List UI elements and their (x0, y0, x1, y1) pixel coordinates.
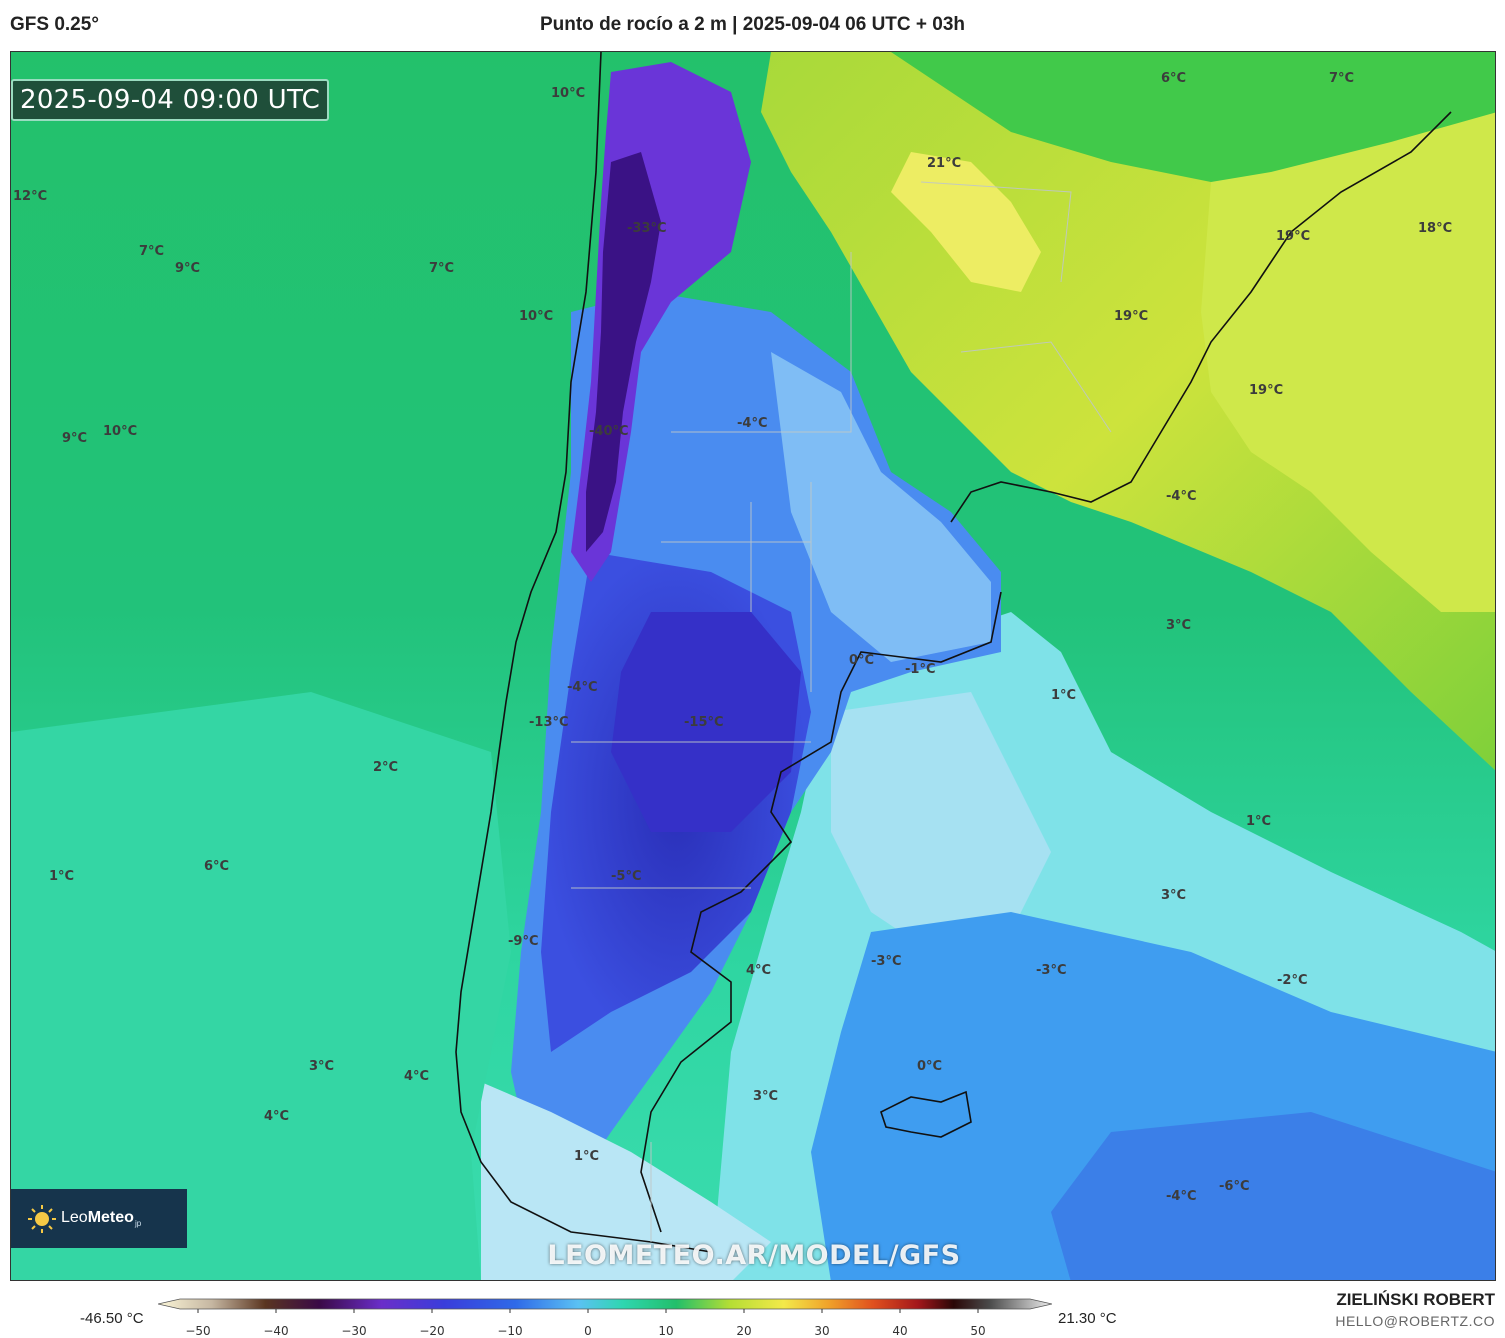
value-label: -4°C (567, 680, 597, 695)
model-label: GFS 0.25° (10, 14, 99, 35)
credits: ZIELIŃSKI ROBERT HELLO@ROBERTZ.CO (1335, 1290, 1495, 1329)
value-label: -6°C (1219, 1179, 1249, 1194)
value-label: 3°C (1161, 888, 1186, 903)
value-label: -15°C (684, 715, 724, 730)
value-label: 19°C (1276, 229, 1310, 244)
value-label: 7°C (1329, 71, 1354, 86)
value-labels: 10°C 6°C 7°C 12°C 7°C 9°C 7°C -33°C 21°C 19°C 18°C… (13, 71, 1452, 1204)
value-label: 12°C (13, 189, 47, 204)
value-label: 4°C (404, 1069, 429, 1084)
value-label: -1°C (905, 662, 935, 677)
value-label: 1°C (1246, 814, 1271, 829)
value-label: 18°C (1418, 221, 1452, 236)
value-label: 19°C (1114, 309, 1148, 324)
cold-ocean-deep (1051, 1112, 1495, 1280)
andes-dark-violet (586, 152, 661, 552)
sun-icon (28, 1204, 56, 1233)
colorbar-tick-label: −10 (497, 1324, 522, 1338)
value-label: -4°C (1166, 489, 1196, 504)
value-label: 3°C (309, 1059, 334, 1074)
value-label: 6°C (1161, 71, 1186, 86)
value-label: 9°C (62, 431, 87, 446)
value-label: -13°C (529, 715, 569, 730)
map-panel[interactable]: 10°C 6°C 7°C 12°C 7°C 9°C 7°C -33°C 21°C 19°C 18°C… (10, 51, 1496, 1281)
value-label: 4°C (746, 963, 771, 978)
colorbar: −50 −40 −30 −20 −10 0 10 20 30 40 50 (158, 1298, 1052, 1338)
valid-time-label: 2025-09-04 09:00 UTC (11, 79, 330, 121)
value-label: -3°C (871, 954, 901, 969)
argentina-atlantic-coast (640, 591, 1002, 1233)
value-label: -3°C (1036, 963, 1066, 978)
value-label: 7°C (429, 261, 454, 276)
value-label: -4°C (737, 416, 767, 431)
chart-title: Punto de rocío a 2 m | 2025-09-04 06 UTC… (539, 14, 966, 35)
value-label: -5°C (611, 869, 641, 884)
colorbar-tick-label: 30 (814, 1324, 829, 1338)
value-label: 3°C (753, 1089, 778, 1104)
value-label: 4°C (264, 1109, 289, 1124)
colorbar-tick-label: 0 (584, 1324, 592, 1338)
cold-ocean-light (831, 692, 1051, 952)
southern-tip-light (481, 1082, 771, 1280)
value-label: 10°C (519, 309, 553, 324)
value-label: 1°C (574, 1149, 599, 1164)
patagonia-core-violet (611, 612, 801, 832)
value-label: 19°C (1249, 383, 1283, 398)
value-label: -9°C (508, 934, 538, 949)
logo-text: LeoMeteojp (61, 1208, 142, 1229)
south-pacific-teal (11, 692, 511, 1280)
value-label: 6°C (204, 859, 229, 874)
colorbar-tick-label: −30 (341, 1324, 366, 1338)
scale-max-label: 21.30 °C (1058, 1310, 1117, 1327)
country-borders (455, 52, 1452, 1253)
value-label: 21°C (927, 156, 961, 171)
value-label: -40°C (589, 424, 629, 439)
author-email[interactable]: HELLO@ROBERTZ.CO (1335, 1313, 1495, 1329)
value-label: -33°C (627, 221, 667, 236)
colorbar-tick-label: 10 (658, 1324, 673, 1338)
value-label: 9°C (175, 261, 200, 276)
colorbar-tick-label: −50 (185, 1324, 210, 1338)
argentina-cold-air-light (771, 352, 991, 662)
tropical-green (891, 52, 1495, 182)
chile-coast (455, 52, 712, 1253)
colorbar-ticks: −50 −40 −30 −20 −10 0 10 20 30 40 50 (185, 1309, 986, 1338)
colorbar-tick-label: −20 (419, 1324, 444, 1338)
value-label: -2°C (1277, 973, 1307, 988)
rio-de-la-plata-coast (950, 111, 1452, 523)
internal-borders (571, 181, 1112, 1242)
colorbar-tick-label: −40 (263, 1324, 288, 1338)
value-label: 0°C (849, 653, 874, 668)
colorbar-tick-label: 50 (970, 1324, 985, 1338)
scale-min-label: -46.50 °C (80, 1310, 144, 1327)
colorbar-tick-label: 20 (736, 1324, 751, 1338)
falkland-islands (880, 1090, 972, 1138)
value-label: 10°C (103, 424, 137, 439)
value-label: 0°C (917, 1059, 942, 1074)
dewpoint-map: 10°C 6°C 7°C 12°C 7°C 9°C 7°C -33°C 21°C 19°C 18°C… (11, 52, 1495, 1280)
colorbar-bar (158, 1298, 1052, 1310)
author-name: ZIELIŃSKI ROBERT (1336, 1290, 1495, 1309)
colorbar-tick-label: 40 (892, 1324, 907, 1338)
value-label: 7°C (139, 244, 164, 259)
value-label: 10°C (551, 86, 585, 101)
value-label: 2°C (373, 760, 398, 775)
watermark-url: LEOMETEO.AR/MODEL/GFS (547, 1240, 961, 1271)
value-label: 1°C (1051, 688, 1076, 703)
leometeo-logo[interactable]: LeoMeteojp (11, 1189, 187, 1248)
value-label: -4°C (1166, 1189, 1196, 1204)
value-label: 3°C (1166, 618, 1191, 633)
south-atlantic-humid-zone (1201, 112, 1495, 612)
paraguay-humid-core (891, 152, 1041, 292)
value-label: 1°C (49, 869, 74, 884)
